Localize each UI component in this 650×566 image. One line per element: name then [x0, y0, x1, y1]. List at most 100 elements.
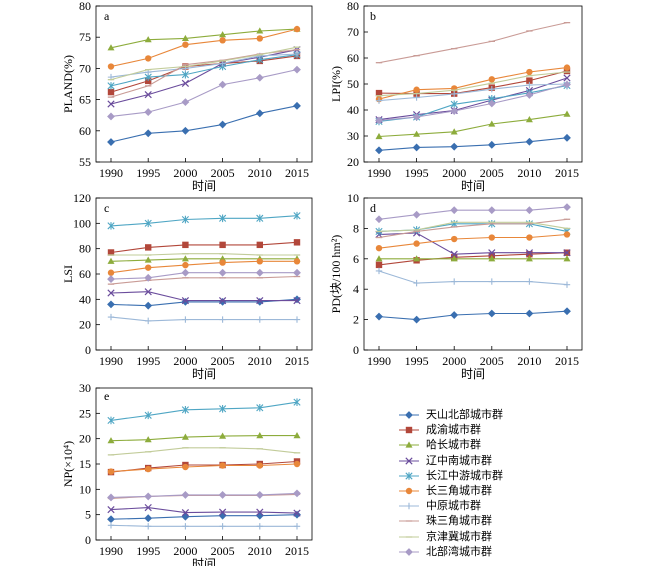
- data-point: [218, 297, 227, 306]
- data-point: [526, 251, 533, 258]
- series-line: [110, 514, 298, 520]
- x-tick-label: 2005: [211, 166, 235, 180]
- legend-item: 辽中南城市群: [398, 454, 598, 468]
- x-tick-label: 2010: [248, 166, 272, 180]
- data-point: [107, 313, 115, 321]
- data-point: [181, 509, 190, 517]
- x-tick-label: 2000: [173, 544, 197, 558]
- x-tick-label: 2000: [173, 166, 197, 180]
- series-line: [378, 310, 568, 321]
- data-point: [107, 468, 115, 475]
- data-point: [412, 210, 421, 219]
- legend-marker: [405, 471, 413, 480]
- legend-item: 中原城市群: [398, 499, 598, 513]
- data-point: [182, 523, 189, 530]
- data-point: [107, 257, 115, 264]
- data-point: [563, 231, 571, 238]
- series-line: [110, 463, 298, 473]
- x-tick-label: 2005: [480, 354, 504, 368]
- series-8: [107, 46, 301, 81]
- data-point: [412, 315, 421, 324]
- data-point: [375, 215, 383, 224]
- series-line: [378, 67, 568, 100]
- data-point: [255, 109, 264, 118]
- data-point: [293, 258, 301, 265]
- x-tick-label: 1990: [367, 166, 391, 180]
- x-tick-label: 1995: [405, 354, 429, 368]
- data-point: [144, 129, 153, 138]
- series-line: [378, 270, 568, 286]
- data-point: [525, 206, 534, 215]
- data-point: [450, 142, 459, 151]
- data-point: [487, 309, 496, 318]
- legend-item: 哈长城市群: [398, 438, 598, 452]
- data-point: [107, 275, 115, 283]
- chart-panel-b: 20 30 40 50 60 70 80 1990 1995 2000 2005 2010 2015 时间…: [329, 0, 583, 193]
- data-point: [219, 259, 226, 266]
- x-axis-label: 时间: [461, 179, 485, 193]
- data-point: [181, 79, 190, 88]
- x-tick-label: 2005: [480, 166, 504, 180]
- y-tick-label: 80: [79, 0, 91, 13]
- data-point: [107, 515, 115, 524]
- data-point: [256, 403, 264, 412]
- x-tick-label: 2010: [517, 166, 541, 180]
- legend-item: 成渝城市群: [398, 423, 598, 437]
- series-line: [378, 137, 568, 151]
- series-line: [110, 55, 298, 93]
- y-tick-label: 60: [347, 51, 359, 65]
- data-point: [181, 34, 189, 42]
- y-tick-label: 30: [347, 129, 359, 143]
- data-point: [181, 255, 189, 262]
- data-point: [293, 523, 301, 530]
- data-point: [256, 508, 264, 516]
- series-line: [110, 298, 298, 307]
- y-tick-label: 60: [79, 124, 91, 138]
- data-point: [375, 89, 383, 97]
- legend-swatch: [399, 520, 419, 522]
- plot-frame: [95, 197, 313, 351]
- data-point: [107, 44, 115, 51]
- data-point: [525, 116, 533, 123]
- data-point: [293, 65, 301, 74]
- data-point: [375, 267, 383, 275]
- y-tick-label: 20: [347, 155, 359, 169]
- data-point: [144, 411, 152, 420]
- x-tick-label: 1995: [136, 544, 160, 558]
- data-point: [413, 130, 421, 137]
- data-point: [525, 137, 534, 146]
- data-point: [182, 241, 189, 249]
- legend-swatch: [399, 411, 419, 419]
- data-point: [181, 98, 190, 107]
- series-line: [110, 460, 298, 473]
- x-tick-label: 1995: [136, 354, 160, 368]
- data-point: [525, 91, 534, 99]
- data-point: [181, 215, 189, 224]
- x-tick-label: 1995: [405, 166, 429, 180]
- x-tick-label: 1990: [99, 544, 123, 558]
- data-point: [144, 301, 153, 310]
- data-point: [107, 300, 115, 309]
- series-line: [111, 253, 297, 256]
- legend-marker: [405, 411, 413, 419]
- y-tick-label: 40: [79, 292, 91, 306]
- y-tick-label: 0: [85, 533, 91, 547]
- y-tick-label: 20: [79, 432, 91, 446]
- x-axis-label: 时间: [461, 367, 485, 381]
- y-tick-label: 30: [79, 381, 91, 395]
- series-1: [107, 239, 301, 256]
- data-point: [293, 295, 301, 304]
- y-tick-label: 10: [347, 191, 359, 205]
- data-point: [218, 508, 227, 516]
- data-point: [107, 493, 115, 502]
- series-line: [110, 53, 298, 78]
- y-tick-label: 8: [353, 221, 359, 235]
- data-point: [488, 76, 495, 83]
- series-2: [375, 110, 571, 140]
- data-point: [255, 73, 264, 82]
- data-point: [256, 316, 263, 323]
- series-7: [375, 21, 571, 64]
- series-line: [110, 258, 297, 262]
- data-point: [256, 462, 263, 469]
- series-2: [375, 255, 571, 262]
